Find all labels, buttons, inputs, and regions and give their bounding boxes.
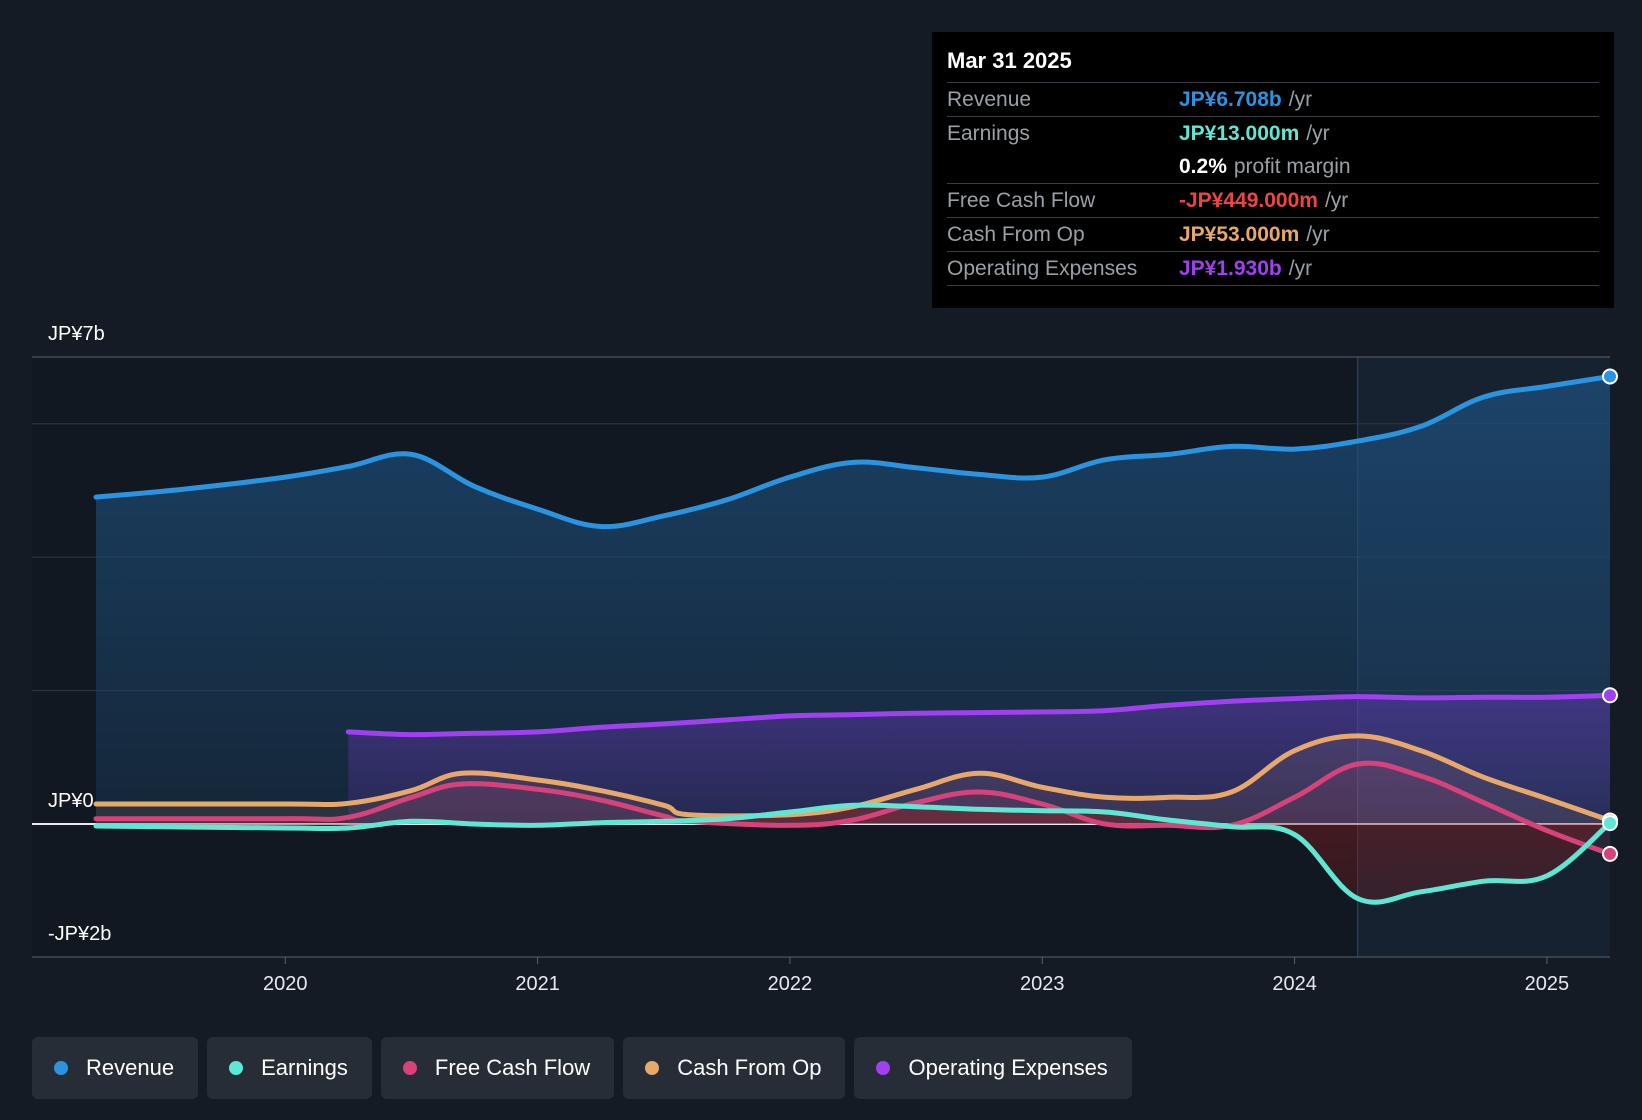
earnings-line (93, 802, 1613, 905)
tooltip-value: -JP¥449.000m (1179, 188, 1318, 212)
x-tick-label: 2021 (515, 973, 560, 995)
operating-expenses-dot-icon (876, 1061, 891, 1075)
tooltip-row-profit-margin: 0.2% profit margin (947, 150, 1599, 183)
tooltip-row-free-cash-flow: Free Cash Flow -JP¥449.000m /yr (947, 183, 1599, 217)
x-tick-label: 2024 (1272, 973, 1317, 995)
y-label-bottom: -JP¥2b (48, 923, 111, 945)
tooltip-unit: /yr (1288, 256, 1313, 280)
cash-from-op-line (93, 733, 1613, 823)
tooltip-row-operating-expenses: Operating Expenses JP¥1.930b /yr (947, 251, 1599, 286)
tooltip-label: Operating Expenses (947, 256, 1138, 280)
operating-expenses-endpoint (1602, 687, 1618, 704)
legend-item-operating-expenses[interactable]: Operating Expenses (854, 1037, 1132, 1099)
x-tick-label: 2025 (1525, 973, 1570, 995)
revenue-line (93, 374, 1613, 530)
legend-label: Earnings (261, 1055, 348, 1080)
tooltip-unit: /yr (1306, 121, 1330, 145)
legend-label: Free Cash Flow (434, 1055, 591, 1080)
y-label-top: JP¥7b (48, 323, 105, 345)
x-tick-label: 2023 (1020, 973, 1065, 995)
tooltip-row-cash-from-op: Cash From Op JP¥53.000m /yr (947, 217, 1599, 251)
earnings-endpoint (1602, 815, 1618, 832)
legend: Revenue Earnings Free Cash Flow Cash Fro… (32, 1037, 1132, 1099)
operating-expenses-line (345, 692, 1613, 738)
earnings-dot-icon (229, 1061, 244, 1075)
tooltip-unit: profit margin (1233, 154, 1351, 178)
tooltip-label: Cash From Op (947, 222, 1085, 246)
y-label-zero: JP¥0 (48, 790, 94, 812)
free-cash-flow-dot-icon (402, 1061, 417, 1075)
tooltip-value: 0.2% (1179, 154, 1227, 178)
tooltip-row-revenue: Revenue JP¥6.708b /yr (947, 82, 1599, 116)
legend-label: Cash From Op (677, 1055, 822, 1080)
tooltip: Mar 31 2025 Revenue JP¥6.708b /yr Earnin… (932, 32, 1614, 308)
tooltip-unit: /yr (1306, 222, 1330, 246)
operating-expenses-area (348, 695, 1610, 824)
tooltip-value: JP¥13.000m (1179, 121, 1300, 145)
tooltip-value: JP¥6.708b (1179, 87, 1282, 111)
tooltip-unit: /yr (1288, 87, 1313, 111)
revenue-dot-icon (54, 1061, 68, 1075)
cash-from-op-area (96, 735, 1610, 824)
legend-item-earnings[interactable]: Earnings (207, 1037, 372, 1099)
tooltip-label: Free Cash Flow (947, 188, 1096, 212)
tooltip-value: JP¥53.000m (1179, 222, 1300, 246)
tooltip-date: Mar 31 2025 (947, 48, 1072, 73)
legend-item-cash-from-op[interactable]: Cash From Op (623, 1037, 846, 1099)
legend-label: Revenue (86, 1055, 175, 1080)
tooltip-label: Earnings (947, 121, 1030, 145)
tooltip-value: JP¥1.930b (1179, 256, 1282, 280)
tooltip-row-earnings: Earnings JP¥13.000m /yr (947, 116, 1599, 150)
x-tick-label: 2020 (263, 973, 308, 995)
cash-from-op-dot-icon (645, 1061, 660, 1075)
legend-item-revenue[interactable]: Revenue (32, 1037, 199, 1099)
revenue-endpoint (1602, 368, 1618, 385)
legend-label: Operating Expenses (908, 1055, 1108, 1080)
free-cash-flow-endpoint (1602, 845, 1618, 862)
tooltip-unit: /yr (1324, 188, 1349, 212)
tooltip-label: Revenue (947, 87, 1032, 111)
legend-item-free-cash-flow[interactable]: Free Cash Flow (380, 1037, 615, 1099)
x-tick-label: 2022 (768, 973, 813, 995)
